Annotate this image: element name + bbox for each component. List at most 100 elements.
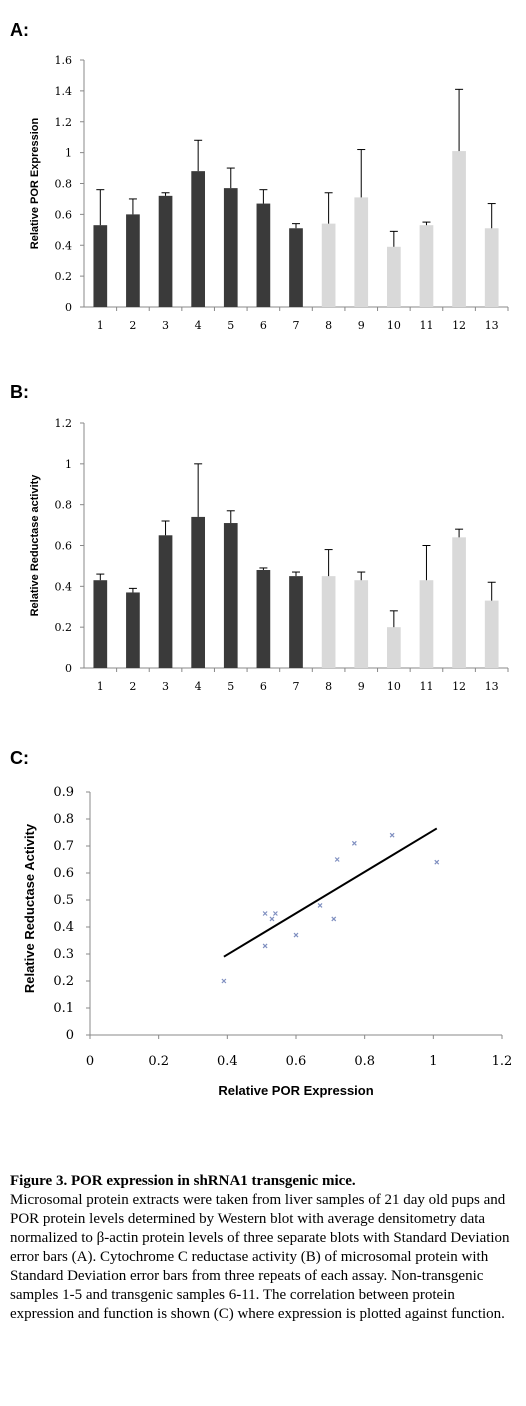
chart-a-bar (289, 228, 303, 307)
chart-c-data-point (317, 902, 323, 908)
chart-a-bar (386, 246, 401, 307)
chart-a-bar (484, 228, 499, 307)
chart-b-bar (158, 535, 173, 668)
chart-c-data-point (262, 943, 268, 949)
chart-b-x-tick-label: 5 (227, 680, 234, 693)
chart-c-data-point (272, 911, 278, 916)
chart-a-y-tick-label: 0.4 (55, 239, 73, 252)
panel-c-label: C: (10, 748, 29, 768)
chart-a-bar (191, 171, 206, 307)
chart-c-y-tick-label: 0.1 (53, 1001, 74, 1016)
caption-label: Figure 3 (10, 1173, 64, 1189)
chart-a-y-tick-label: 1.2 (55, 116, 73, 129)
chart-b-bar (386, 627, 401, 668)
chart-b-bar (256, 570, 271, 668)
chart-c-x-axis-title: Relative POR Expression (218, 1083, 373, 1098)
chart-c-data-point (262, 911, 268, 916)
chart-a-x-tick-label: 12 (452, 319, 466, 332)
chart-b-bar (223, 523, 238, 668)
chart-c-y-tick-label: 0.4 (53, 920, 74, 935)
chart-b-bar (419, 580, 434, 668)
chart-c-data-point (389, 832, 395, 838)
chart-a-bar (354, 197, 369, 307)
chart-a-x-tick-label: 11 (419, 319, 433, 332)
chart-c-data-point (331, 916, 337, 922)
figure-caption: Figure 3. POR expression in shRNA1 trans… (10, 1172, 516, 1324)
chart-a-x-tick-label: 5 (227, 319, 234, 332)
chart-c-y-tick-label: 0.8 (53, 812, 74, 827)
chart-c-y-tick-label: 0.3 (53, 947, 74, 962)
chart-c-data-point (221, 978, 227, 984)
chart-a-x-tick-label: 7 (293, 319, 300, 332)
chart-b-x-tick-label: 9 (358, 680, 365, 693)
chart-a-y-axis-title: Relative POR Expression (29, 118, 41, 250)
chart-a-y-tick-label: 0.2 (55, 270, 73, 283)
chart-b-x-tick-label: 12 (452, 680, 466, 693)
chart-c-x-tick-label: 0.8 (354, 1054, 375, 1069)
chart-a-x-tick-label: 6 (260, 319, 267, 332)
chart-b-bar (321, 576, 336, 668)
chart-b-bar (191, 516, 206, 668)
chart-a-x-tick-label: 4 (195, 319, 202, 332)
chart-b-x-tick-label: 10 (387, 680, 401, 693)
chart-b-bar (93, 580, 108, 668)
caption-title: . POR expression in shRNA1 transgenic mi… (63, 1173, 356, 1189)
chart-c-x-tick-label: 1.2 (492, 1054, 513, 1069)
chart-b-y-tick-label: 1.2 (55, 417, 73, 430)
chart-a-x-tick-label: 2 (129, 319, 136, 332)
chart-b-y-tick-label: 0 (65, 662, 72, 675)
chart-a-x-tick-label: 1 (97, 319, 104, 332)
chart-b-y-tick-label: 0.8 (55, 499, 73, 512)
chart-a-y-tick-label: 1.6 (55, 54, 73, 67)
chart-a-bar (419, 225, 434, 307)
chart-c-x-tick-label: 0 (86, 1054, 94, 1069)
chart-b-x-tick-label: 4 (195, 680, 202, 693)
chart-a-bar (93, 225, 108, 307)
chart-b-y-tick-label: 0.6 (55, 540, 73, 553)
chart-c-y-tick-label: 0 (66, 1028, 74, 1043)
chart-a-bar (321, 223, 336, 307)
chart-b-bar (126, 592, 140, 668)
chart-b-bar (452, 537, 466, 668)
chart-b-y-tick-label: 1 (65, 458, 72, 471)
chart-a-bar (452, 151, 466, 307)
chart-c-y-tick-label: 0.9 (53, 785, 74, 800)
chart-a-y-tick-label: 0.6 (55, 208, 73, 221)
chart-a-bar (223, 188, 238, 307)
chart-b-bar (289, 576, 303, 668)
chart-a-bar (158, 195, 173, 307)
chart-c-y-tick-label: 0.6 (53, 866, 74, 881)
chart-b-x-tick-label: 2 (129, 680, 136, 693)
chart-a-bar (126, 214, 140, 307)
chart-b-x-tick-label: 3 (162, 680, 169, 693)
chart-c-data-point (434, 859, 440, 865)
chart-b-y-tick-label: 0.4 (55, 580, 73, 593)
panel-b-label: B: (10, 382, 29, 402)
chart-a-x-tick-label: 10 (387, 319, 401, 332)
chart-c-y-axis-title: Relative Reductase Activity (22, 823, 37, 993)
chart-a-x-tick-label: 13 (485, 319, 499, 332)
chart-a-y-tick-label: 1.4 (55, 85, 73, 98)
chart-b-x-tick-label: 7 (293, 680, 300, 693)
panel-a-label: A: (10, 20, 29, 40)
bar-chart-b: 0 0.2 0.4 0.6 0.8 1 1.2 Relative Reductase acti… (29, 417, 509, 693)
chart-b-x-tick-label: 6 (260, 680, 267, 693)
chart-c-y-tick-label: 0.5 (53, 893, 74, 908)
scatter-chart-c: 0 0.1 0.2 0.3 0.4 0.5 0.6 0.7 0.8 0.9 0 0.2 0.4 0.6 0.… (22, 785, 513, 1098)
chart-b-x-tick-label: 8 (325, 680, 332, 693)
chart-b-bar (484, 600, 499, 668)
chart-a-x-tick-label: 3 (162, 319, 169, 332)
chart-b-x-tick-label: 11 (419, 680, 433, 693)
caption-body: Microsomal protein extracts were taken f… (10, 1192, 510, 1322)
bar-chart-a: 0 0.2 0.4 0.6 0.8 1 1.2 1.4 1.6 Relative POR Expr… (29, 54, 509, 332)
chart-b-y-tick-label: 0.2 (55, 621, 73, 634)
chart-c-y-tick-label: 0.7 (53, 839, 74, 854)
chart-c-data-point (269, 916, 275, 922)
chart-c-data-point (334, 857, 340, 862)
chart-b-bar (354, 580, 369, 668)
chart-a-x-tick-label: 9 (358, 319, 365, 332)
chart-a-bar (256, 203, 271, 307)
chart-c-data-point (293, 932, 299, 938)
chart-c-trendline (223, 827, 438, 958)
chart-c-x-tick-label: 0.6 (286, 1054, 307, 1069)
